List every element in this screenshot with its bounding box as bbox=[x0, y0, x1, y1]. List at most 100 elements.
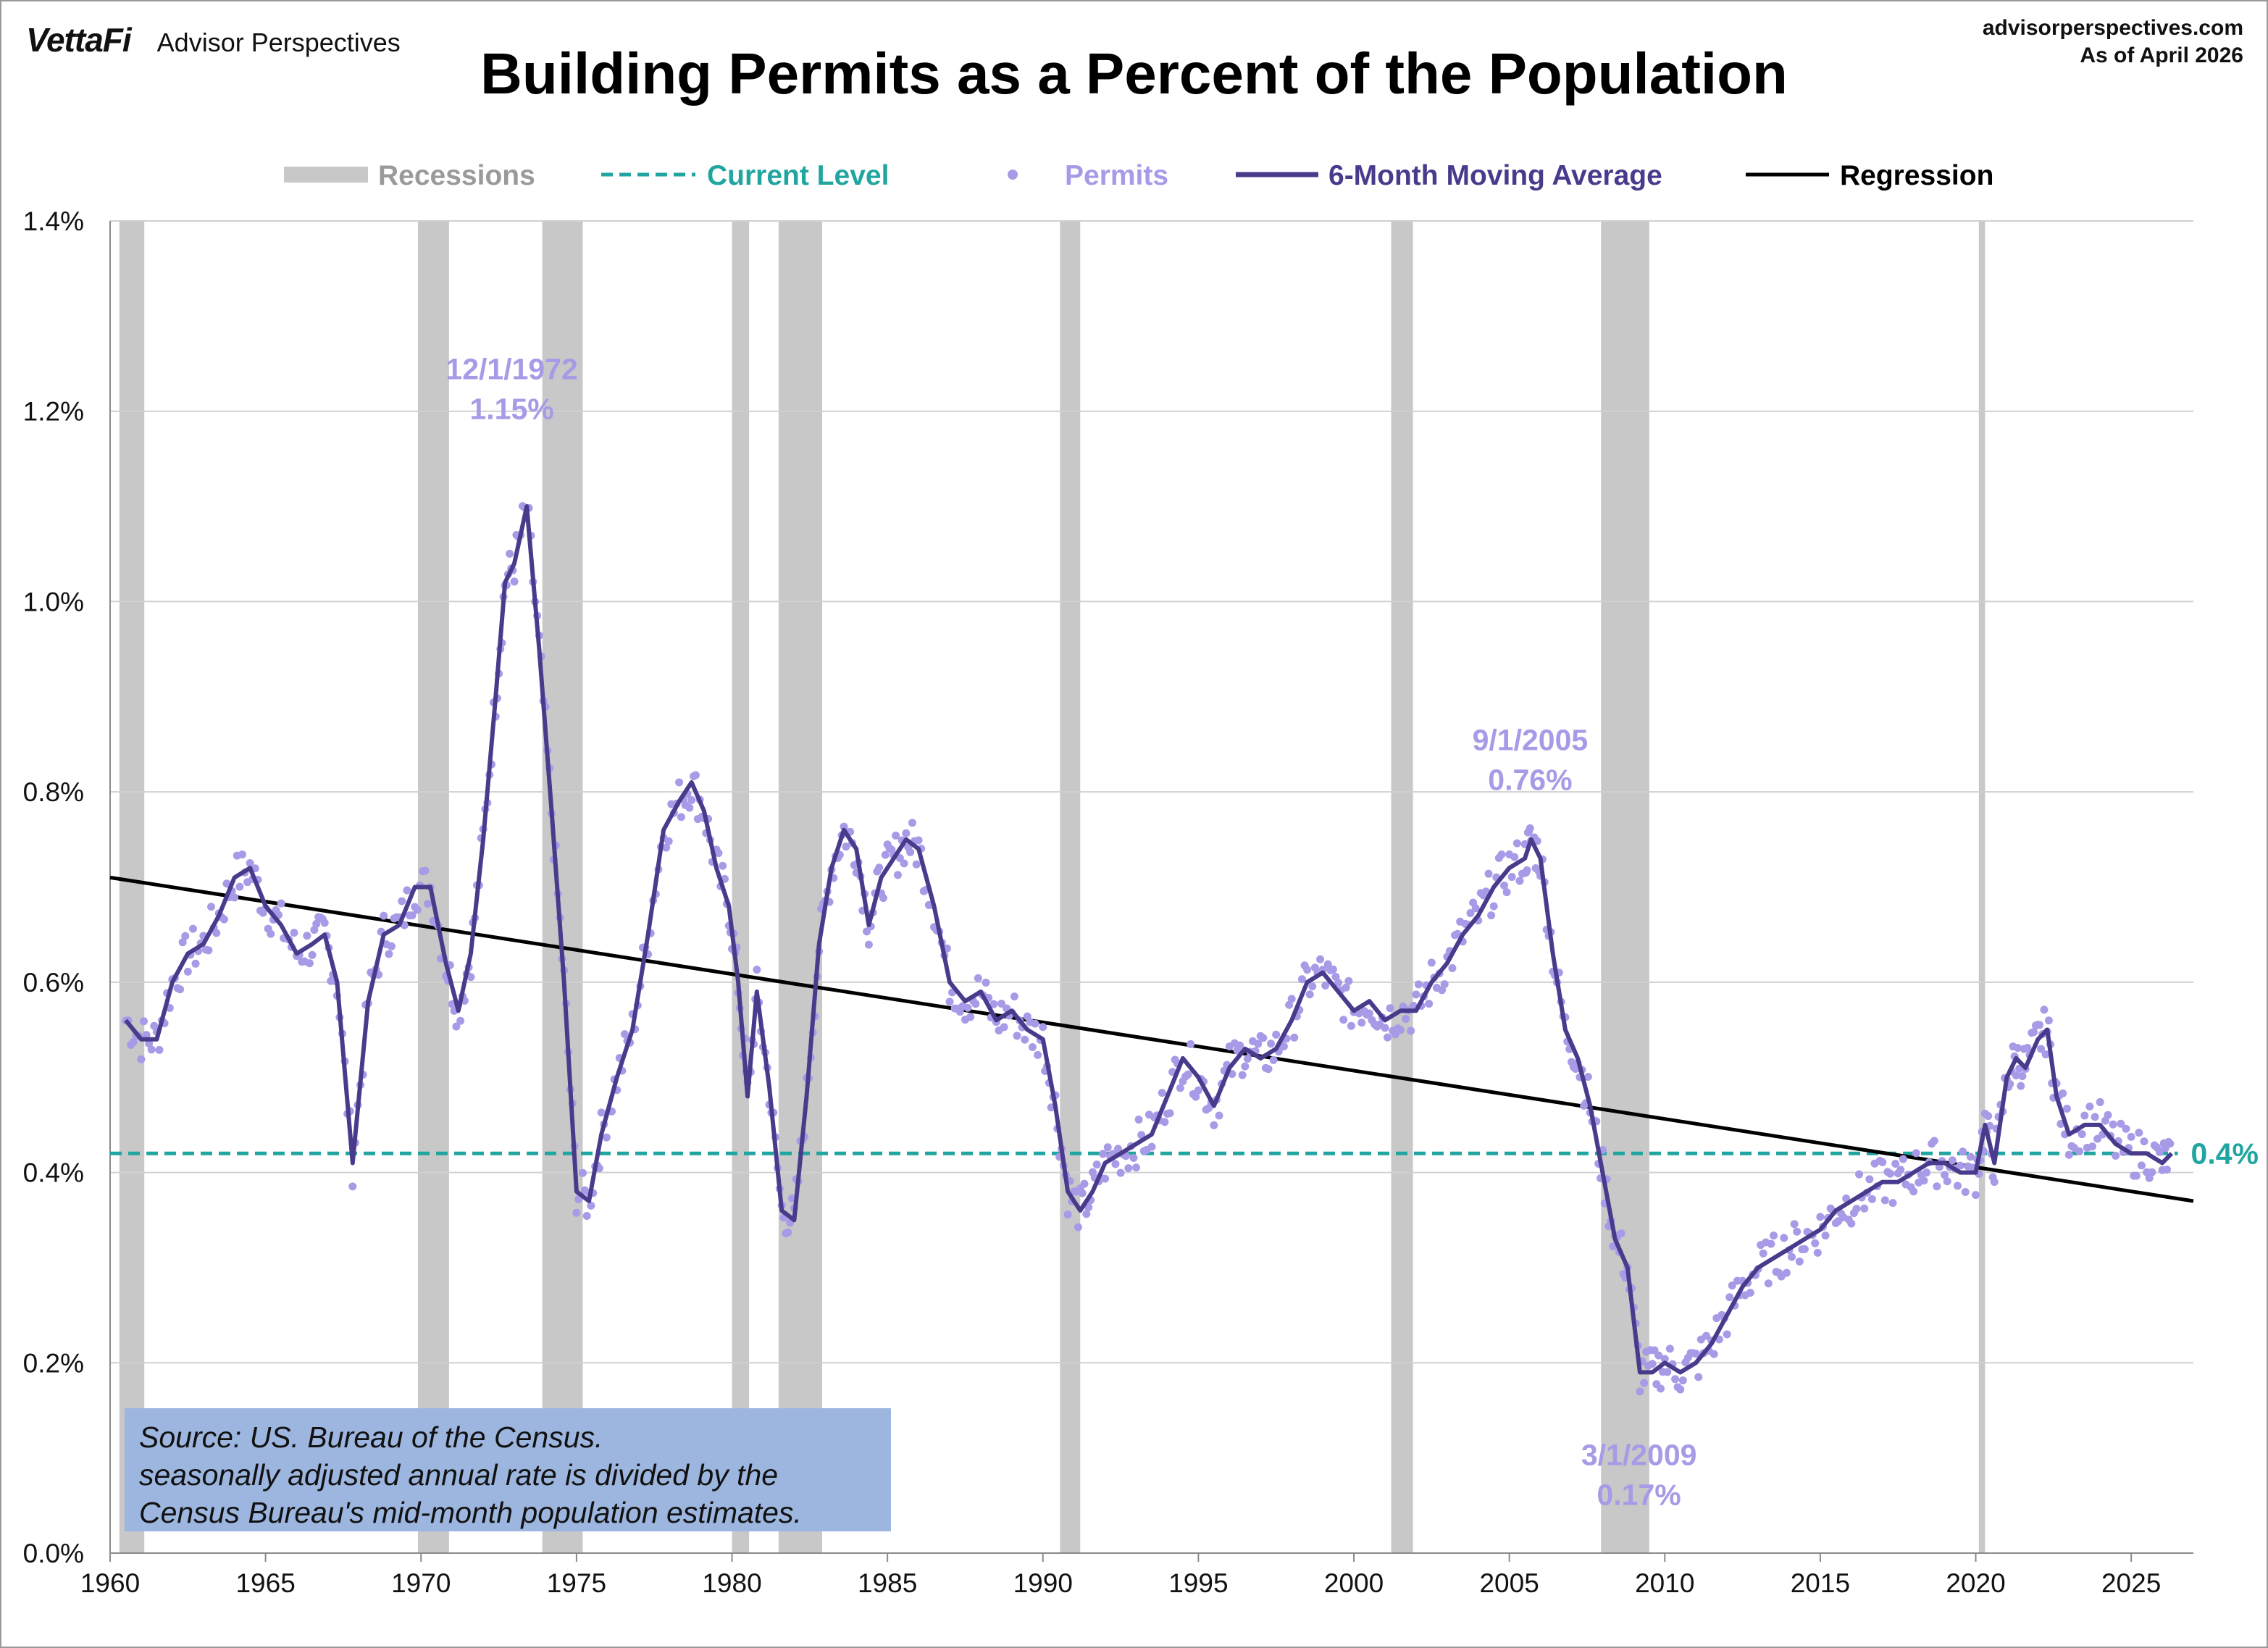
permit-point bbox=[1357, 1019, 1366, 1027]
permit-point bbox=[572, 1208, 581, 1217]
permit-point bbox=[1636, 1387, 1644, 1396]
permit-point bbox=[1948, 1156, 1957, 1165]
permit-point bbox=[1710, 1350, 1718, 1358]
recession-band bbox=[778, 221, 822, 1553]
permit-point bbox=[1953, 1181, 1962, 1190]
permit-point bbox=[912, 860, 921, 869]
permit-point bbox=[290, 929, 298, 937]
permit-point bbox=[2040, 1005, 2049, 1014]
permit-point bbox=[1959, 1147, 1967, 1156]
permit-point bbox=[510, 577, 519, 586]
permit-point bbox=[2155, 1147, 2164, 1156]
permit-point bbox=[1386, 1004, 1394, 1013]
permit-point bbox=[1912, 1149, 1920, 1158]
annotation-value: 1.15% bbox=[469, 392, 553, 425]
permit-point bbox=[2041, 1050, 2050, 1059]
permit-point bbox=[277, 899, 285, 908]
permit-point bbox=[1746, 1289, 1754, 1297]
permit-point bbox=[620, 1030, 629, 1039]
permit-point bbox=[675, 778, 684, 787]
permit-point bbox=[1129, 1154, 1138, 1163]
permit-point bbox=[1896, 1166, 1905, 1174]
permit-point bbox=[864, 940, 873, 949]
permit-point bbox=[1124, 1164, 1133, 1173]
site-url[interactable]: advisorperspectives.com bbox=[1982, 16, 2243, 40]
permit-point bbox=[147, 1045, 156, 1054]
permit-point bbox=[1137, 1131, 1146, 1139]
permit-point bbox=[1764, 1279, 1773, 1288]
permit-point bbox=[1365, 1009, 1373, 1018]
permit-point bbox=[1533, 837, 1541, 845]
permit-point bbox=[1331, 972, 1340, 981]
permit-point bbox=[989, 1000, 998, 1008]
axes: 0.0% 0.2% 0.4% 0.6% 0.8% 1.0% 1.2% 1.4% 1960 1965… bbox=[23, 206, 2193, 1598]
permit-point bbox=[1113, 1145, 1122, 1153]
permit-point bbox=[1886, 1169, 1894, 1178]
permit-point bbox=[1192, 1092, 1200, 1101]
x-tick-label: 1985 bbox=[858, 1568, 917, 1598]
permit-point bbox=[1943, 1177, 1951, 1186]
permit-point bbox=[1323, 960, 1332, 969]
permit-point bbox=[1074, 1223, 1082, 1231]
permit-point bbox=[1290, 1033, 1299, 1042]
permit-point bbox=[1339, 1016, 1348, 1024]
permit-point bbox=[677, 813, 685, 821]
permit-point bbox=[466, 973, 475, 982]
permit-point bbox=[1891, 1159, 1900, 1168]
permit-point bbox=[2117, 1119, 2125, 1128]
permit-point bbox=[1063, 1210, 1072, 1219]
permit-point bbox=[1920, 1176, 1928, 1185]
permit-point bbox=[1526, 824, 1534, 832]
permit-point bbox=[1657, 1384, 1665, 1393]
permit-point bbox=[1013, 1032, 1021, 1040]
annotations: 12/1/1972 1.15% 9/1/2005 0.76% 3/1/2009 0.17% bbox=[445, 352, 1696, 1511]
permit-point bbox=[1941, 1171, 1949, 1179]
permit-point bbox=[204, 946, 213, 955]
permit-point bbox=[1078, 1189, 1087, 1197]
legend-permits-label: Permits bbox=[1065, 160, 1168, 191]
permit-point bbox=[2140, 1137, 2148, 1146]
permit-point bbox=[1082, 1210, 1091, 1218]
permit-point bbox=[2122, 1124, 2130, 1133]
permit-point bbox=[408, 911, 417, 920]
permit-point bbox=[413, 905, 422, 914]
permit-point bbox=[1725, 1293, 1734, 1302]
permit-point bbox=[1381, 1024, 1389, 1032]
permit-point bbox=[1316, 955, 1325, 963]
permit-point bbox=[1909, 1187, 1918, 1196]
permit-point bbox=[222, 879, 231, 888]
permit-point bbox=[188, 924, 197, 933]
x-tick-label: 2015 bbox=[1791, 1568, 1850, 1598]
permit-point bbox=[664, 837, 673, 845]
recession-band bbox=[732, 221, 750, 1553]
permit-point bbox=[1269, 1055, 1278, 1064]
permit-point bbox=[1254, 1040, 1263, 1048]
permit-point bbox=[1116, 1168, 1125, 1177]
permit-point bbox=[1194, 1086, 1202, 1095]
recession-band bbox=[1391, 221, 1413, 1553]
permit-point bbox=[1671, 1375, 1680, 1384]
x-tick-label: 1975 bbox=[547, 1568, 606, 1598]
permit-point bbox=[997, 1000, 1006, 1008]
permit-point bbox=[1961, 1188, 1970, 1197]
permit-point bbox=[1303, 966, 1312, 974]
permit-point bbox=[1790, 1220, 1799, 1229]
permit-point bbox=[1484, 869, 1493, 878]
permit-point bbox=[2085, 1103, 2094, 1111]
permit-point bbox=[1691, 1350, 1700, 1358]
permit-point bbox=[1297, 975, 1306, 984]
permit-point bbox=[1497, 850, 1506, 859]
legend: Recessions Current Level Permits 6-Month… bbox=[284, 160, 1993, 191]
permit-point bbox=[1860, 1204, 1869, 1213]
permit-point bbox=[1512, 839, 1521, 848]
permit-point bbox=[1972, 1191, 1980, 1200]
permit-point bbox=[1660, 1355, 1669, 1363]
permit-point bbox=[320, 919, 329, 927]
permit-point bbox=[1453, 929, 1462, 938]
annotation-value: 0.17% bbox=[1597, 1478, 1681, 1512]
permit-point bbox=[312, 919, 321, 928]
permit-point bbox=[267, 929, 275, 938]
permit-point bbox=[1344, 976, 1353, 985]
permit-point bbox=[1160, 1118, 1169, 1126]
